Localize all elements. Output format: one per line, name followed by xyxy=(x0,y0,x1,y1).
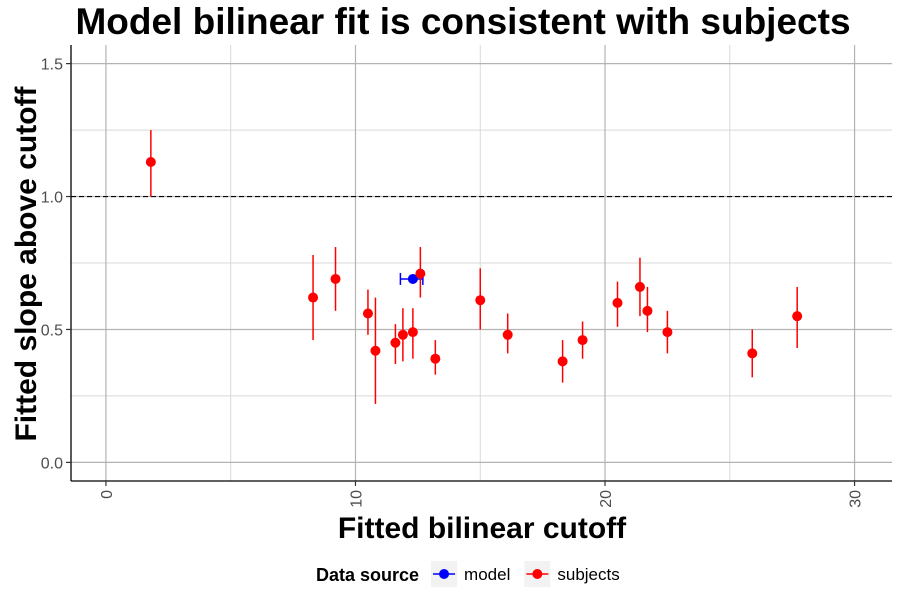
x-tick-label: 10 xyxy=(348,490,365,508)
legend-label-subjects: subjects xyxy=(557,565,619,584)
x-tick-label: 20 xyxy=(598,490,615,508)
subjects-point xyxy=(407,327,418,338)
subjects-point xyxy=(145,156,156,167)
subjects-point xyxy=(475,295,486,306)
y-axis-title: Fitted slope above cutoff xyxy=(10,85,43,441)
legend-title: Data source xyxy=(316,565,419,585)
y-tick-label: 0.5 xyxy=(41,322,63,339)
y-tick-label: 1.5 xyxy=(41,57,63,74)
legend-key-point xyxy=(439,569,450,579)
subjects-point xyxy=(430,353,441,364)
subjects-point xyxy=(612,297,623,308)
subjects-point xyxy=(397,329,408,340)
legend-key-point xyxy=(532,569,543,579)
subjects-point xyxy=(390,337,401,348)
axes: 0.0 0.5 1.0 1.5 0 10 20 30 xyxy=(41,45,892,508)
y-tick-label: 0.0 xyxy=(41,455,63,472)
x-tick-label: 0 xyxy=(99,490,116,499)
legend-label-model: model xyxy=(464,565,510,584)
grid xyxy=(71,45,892,481)
subjects-point xyxy=(634,281,645,292)
y-tick-label: 1.0 xyxy=(41,190,63,207)
subjects-point xyxy=(330,273,341,284)
subjects-point xyxy=(792,311,803,322)
subjects-point xyxy=(308,292,319,303)
subjects-point xyxy=(662,327,673,338)
x-axis-title: Fitted bilinear cutoff xyxy=(338,512,627,545)
subjects-point xyxy=(747,348,758,359)
data-layer xyxy=(145,130,803,404)
legend: Data source model subjects xyxy=(316,561,620,587)
subjects-point xyxy=(577,335,588,346)
subjects-point xyxy=(370,345,381,356)
model-point xyxy=(407,273,418,284)
chart-title: Model bilinear fit is consistent with su… xyxy=(75,1,850,42)
subjects-point xyxy=(362,308,373,319)
subjects-point xyxy=(502,329,513,340)
subjects-point xyxy=(415,268,426,279)
subjects-point xyxy=(642,305,653,316)
x-tick-label: 30 xyxy=(848,490,865,508)
subjects-point xyxy=(557,356,568,367)
legend-entries: model subjects xyxy=(431,561,620,587)
